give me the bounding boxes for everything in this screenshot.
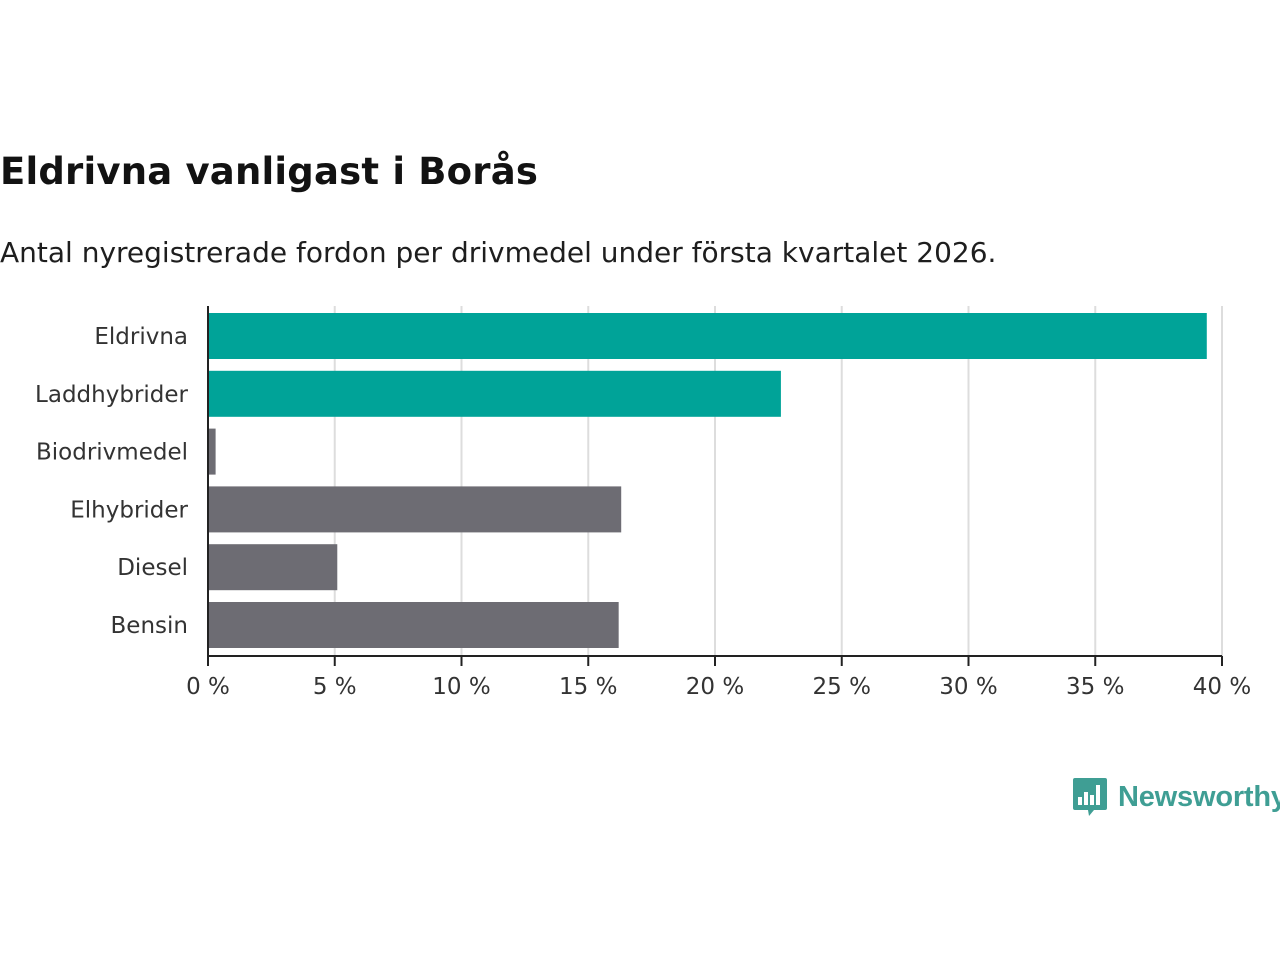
- category-label-biodrivmedel: Biodrivmedel: [36, 440, 188, 466]
- tick-label-5: 5 %: [313, 674, 357, 700]
- tick-label-35: 35 %: [1066, 674, 1124, 700]
- bar-diesel: [208, 544, 338, 591]
- bars: [208, 313, 1207, 648]
- bar-bensin: [208, 602, 619, 648]
- category-label-bensin: Bensin: [111, 613, 188, 639]
- bar-laddhybrider: [208, 370, 781, 417]
- tick-label-30: 30 %: [939, 674, 997, 700]
- tick-label-25: 25 %: [813, 674, 871, 700]
- category-label-diesel: Diesel: [117, 555, 188, 581]
- newsworthy-logo: Newsworthy: [1072, 776, 1280, 818]
- tick-label-15: 15 %: [559, 674, 617, 700]
- chart-subtitle: Antal nyregistrerade fordon per drivmede…: [0, 236, 997, 269]
- bar-elhybrider: [208, 486, 622, 533]
- logo-text: Newsworthy: [1118, 780, 1280, 813]
- tick-label-0: 0 %: [186, 674, 230, 700]
- category-label-laddhybrider: Laddhybrider: [35, 382, 188, 408]
- bar-biodrivmedel: [208, 428, 216, 475]
- category-label-eldrivna: Eldrivna: [94, 324, 188, 350]
- x-axis: 0 % 5 % 10 % 15 % 20 % 25 % 30 % 35 % 40 %: [186, 306, 1251, 700]
- bar-chart-speech-bubble-icon: [1073, 778, 1107, 816]
- chart-title: Eldrivna vanligast i Borås: [0, 150, 539, 193]
- gridlines: [333, 306, 1223, 656]
- category-label-elhybrider: Elhybrider: [70, 497, 188, 523]
- bar-eldrivna: [208, 313, 1207, 359]
- tick-label-20: 20 %: [686, 674, 744, 700]
- tick-label-10: 10 %: [432, 674, 490, 700]
- tick-label-40: 40 %: [1193, 674, 1251, 700]
- category-labels: Eldrivna Laddhybrider Biodrivmedel Elhybrid…: [35, 324, 188, 639]
